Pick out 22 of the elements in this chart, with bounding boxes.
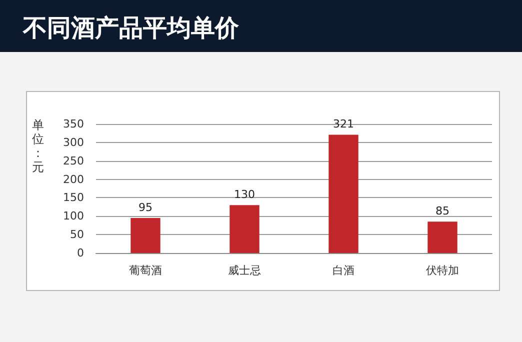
data-label: 85 (436, 204, 450, 218)
data-label: 321 (333, 118, 354, 131)
bar (230, 205, 260, 253)
y-tick-label: 150 (63, 191, 84, 204)
bar (130, 218, 160, 253)
y-tick-label: 0 (77, 246, 84, 260)
x-tick-label: 白酒 (332, 264, 354, 277)
x-tick-label: 葡萄酒 (129, 264, 162, 277)
data-label: 95 (138, 200, 152, 214)
y-axis-title: 单位：元 (32, 118, 44, 174)
y-tick-label: 350 (63, 118, 84, 130)
x-tick-label: 伏特加 (426, 264, 459, 277)
bar (428, 222, 458, 253)
y-tick-label: 100 (63, 210, 84, 223)
y-tick-label: 300 (63, 136, 84, 149)
y-tick-label: 50 (70, 228, 84, 242)
x-tick-label: 威士忌 (228, 264, 261, 277)
y-tick-label: 250 (63, 154, 84, 168)
data-label: 130 (234, 188, 255, 202)
y-tick-label: 200 (63, 172, 84, 186)
bar (328, 134, 358, 253)
chart-title: 不同酒产品平均单价 (22, 14, 240, 42)
